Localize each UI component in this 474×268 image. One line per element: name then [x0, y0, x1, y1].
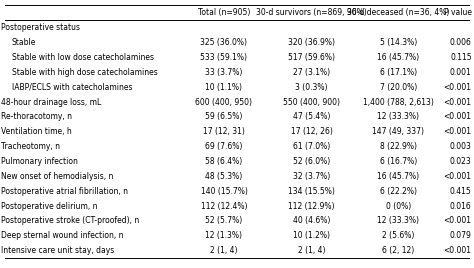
Text: 0.003: 0.003	[450, 142, 472, 151]
Text: 32 (3.7%): 32 (3.7%)	[293, 172, 330, 181]
Text: 1,400 (788, 2,613): 1,400 (788, 2,613)	[363, 98, 434, 106]
Text: Re-thoracotomy, n: Re-thoracotomy, n	[1, 112, 72, 121]
Text: 5 (14.3%): 5 (14.3%)	[380, 38, 417, 47]
Text: 12 (33.3%): 12 (33.3%)	[377, 112, 419, 121]
Text: 48-hour drainage loss, mL: 48-hour drainage loss, mL	[1, 98, 101, 106]
Text: 12 (33.3%): 12 (33.3%)	[377, 217, 419, 225]
Text: Stable with high dose catecholamines: Stable with high dose catecholamines	[12, 68, 157, 77]
Text: <0.001: <0.001	[444, 83, 472, 92]
Text: Total (n=905): Total (n=905)	[198, 8, 250, 17]
Text: <0.001: <0.001	[444, 172, 472, 181]
Text: 112 (12.9%): 112 (12.9%)	[288, 202, 335, 211]
Text: 33 (3.7%): 33 (3.7%)	[205, 68, 243, 77]
Text: Postoperative stroke (CT-proofed), n: Postoperative stroke (CT-proofed), n	[1, 217, 139, 225]
Text: Stable with low dose catecholamines: Stable with low dose catecholamines	[12, 53, 154, 62]
Text: 3 (0.3%): 3 (0.3%)	[295, 83, 328, 92]
Text: 0.023: 0.023	[450, 157, 472, 166]
Text: 40 (4.6%): 40 (4.6%)	[293, 217, 330, 225]
Text: Postoperative status: Postoperative status	[1, 23, 80, 32]
Text: Intensive care unit stay, days: Intensive care unit stay, days	[1, 246, 114, 255]
Text: 17 (12, 31): 17 (12, 31)	[203, 127, 245, 136]
Text: 10 (1.1%): 10 (1.1%)	[205, 83, 243, 92]
Text: 517 (59.6%): 517 (59.6%)	[288, 53, 335, 62]
Text: 52 (5.7%): 52 (5.7%)	[205, 217, 243, 225]
Text: 47 (5.4%): 47 (5.4%)	[293, 112, 330, 121]
Text: 0.001: 0.001	[450, 68, 472, 77]
Text: 6 (2, 12): 6 (2, 12)	[382, 246, 414, 255]
Text: 550 (400, 900): 550 (400, 900)	[283, 98, 340, 106]
Text: 59 (6.5%): 59 (6.5%)	[205, 112, 243, 121]
Text: Tracheotomy, n: Tracheotomy, n	[1, 142, 60, 151]
Text: <0.001: <0.001	[444, 112, 472, 121]
Text: 147 (49, 337): 147 (49, 337)	[372, 127, 424, 136]
Text: <0.001: <0.001	[444, 127, 472, 136]
Text: 2 (1, 4): 2 (1, 4)	[298, 246, 326, 255]
Text: 16 (45.7%): 16 (45.7%)	[377, 53, 419, 62]
Text: Postoperative delirium, n: Postoperative delirium, n	[1, 202, 98, 211]
Text: 0.115: 0.115	[450, 53, 472, 62]
Text: Postoperative atrial fibrillation, n: Postoperative atrial fibrillation, n	[1, 187, 128, 196]
Text: 61 (7.0%): 61 (7.0%)	[293, 142, 330, 151]
Text: 6 (16.7%): 6 (16.7%)	[380, 157, 417, 166]
Text: 134 (15.5%): 134 (15.5%)	[288, 187, 335, 196]
Text: 7 (20.0%): 7 (20.0%)	[380, 83, 417, 92]
Text: 320 (36.9%): 320 (36.9%)	[288, 38, 335, 47]
Text: 52 (6.0%): 52 (6.0%)	[293, 157, 330, 166]
Text: 30-d survivors (n=869, 96%): 30-d survivors (n=869, 96%)	[256, 8, 367, 17]
Text: <0.001: <0.001	[444, 217, 472, 225]
Text: Stable: Stable	[12, 38, 36, 47]
Text: 27 (3.1%): 27 (3.1%)	[293, 68, 330, 77]
Text: 30-d deceased (n=36, 4%): 30-d deceased (n=36, 4%)	[347, 8, 449, 17]
Text: 140 (15.7%): 140 (15.7%)	[201, 187, 247, 196]
Text: 58 (6.4%): 58 (6.4%)	[205, 157, 243, 166]
Text: 6 (22.2%): 6 (22.2%)	[380, 187, 417, 196]
Text: 48 (5.3%): 48 (5.3%)	[205, 172, 243, 181]
Text: 533 (59.1%): 533 (59.1%)	[201, 53, 247, 62]
Text: 0.006: 0.006	[450, 38, 472, 47]
Text: Ventilation time, h: Ventilation time, h	[1, 127, 72, 136]
Text: 8 (22.9%): 8 (22.9%)	[380, 142, 417, 151]
Text: 0.079: 0.079	[450, 231, 472, 240]
Text: 600 (400, 950): 600 (400, 950)	[195, 98, 253, 106]
Text: 12 (1.3%): 12 (1.3%)	[205, 231, 243, 240]
Text: New onset of hemodialysis, n: New onset of hemodialysis, n	[1, 172, 113, 181]
Text: 17 (12, 26): 17 (12, 26)	[291, 127, 333, 136]
Text: <0.001: <0.001	[444, 246, 472, 255]
Text: 112 (12.4%): 112 (12.4%)	[201, 202, 247, 211]
Text: 0.415: 0.415	[450, 187, 472, 196]
Text: 2 (5.6%): 2 (5.6%)	[382, 231, 414, 240]
Text: 0.016: 0.016	[450, 202, 472, 211]
Text: 16 (45.7%): 16 (45.7%)	[377, 172, 419, 181]
Text: IABP/ECLS with catecholamines: IABP/ECLS with catecholamines	[12, 83, 132, 92]
Text: Pulmonary infection: Pulmonary infection	[1, 157, 78, 166]
Text: 10 (1.2%): 10 (1.2%)	[293, 231, 330, 240]
Text: 69 (7.6%): 69 (7.6%)	[205, 142, 243, 151]
Text: 0 (0%): 0 (0%)	[385, 202, 411, 211]
Text: 6 (17.1%): 6 (17.1%)	[380, 68, 417, 77]
Text: <0.001: <0.001	[444, 98, 472, 106]
Text: 2 (1, 4): 2 (1, 4)	[210, 246, 238, 255]
Text: P value: P value	[444, 8, 472, 17]
Text: 325 (36.0%): 325 (36.0%)	[201, 38, 247, 47]
Text: Deep sternal wound infection, n: Deep sternal wound infection, n	[1, 231, 123, 240]
